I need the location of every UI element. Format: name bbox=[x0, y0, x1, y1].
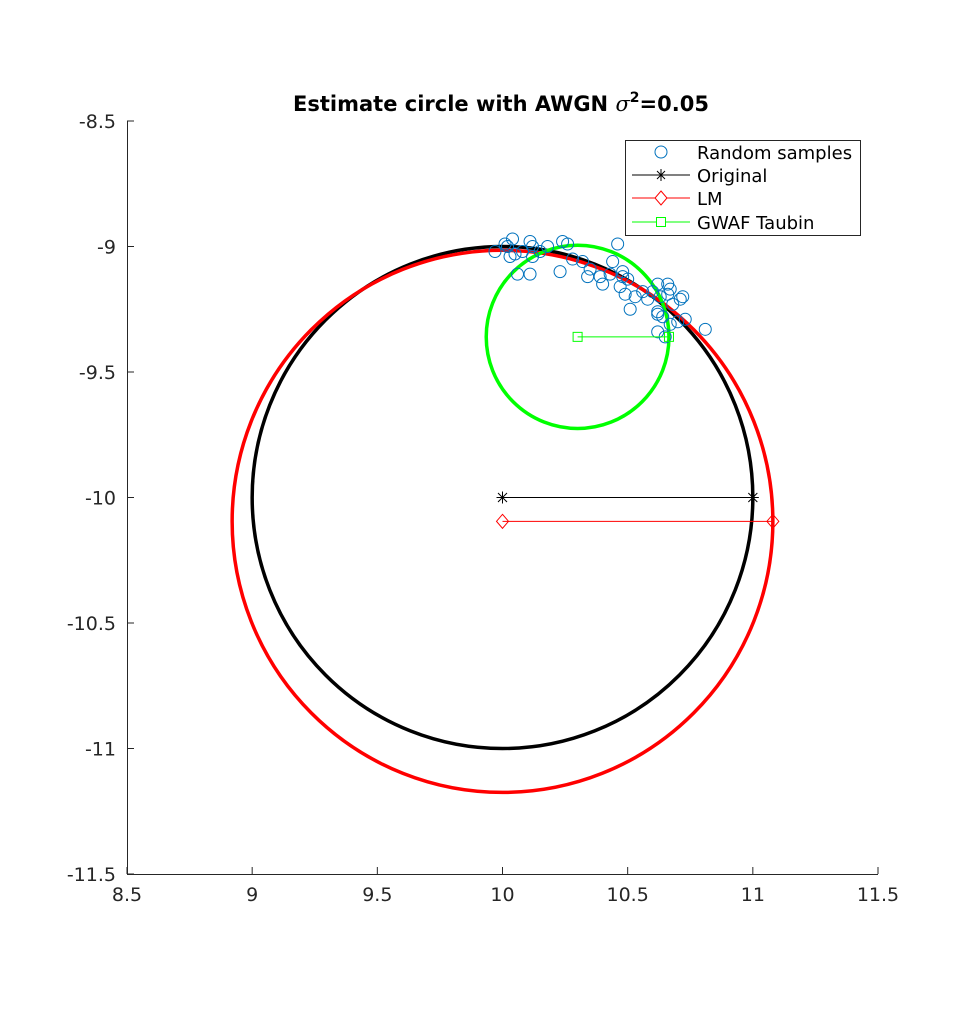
lm-edge-marker bbox=[766, 513, 780, 530]
chart-title-main: Estimate circle with AWGN bbox=[293, 92, 608, 116]
sample-point bbox=[651, 277, 665, 291]
sample-point bbox=[596, 277, 610, 291]
sample-point bbox=[651, 305, 665, 319]
sample-point bbox=[523, 267, 537, 281]
y-tick-label: -8.5 bbox=[79, 111, 116, 133]
x-tick-label: 10.5 bbox=[607, 884, 649, 906]
y-tick-label: -9 bbox=[97, 237, 116, 259]
x-tick-label: 10 bbox=[490, 884, 514, 906]
sample-point bbox=[646, 285, 660, 299]
sample-point bbox=[603, 267, 617, 281]
sample-point bbox=[576, 255, 590, 269]
sample-point bbox=[561, 237, 575, 251]
sample-point bbox=[641, 292, 655, 306]
legend-label-lm: LM bbox=[697, 189, 723, 210]
original-center-marker bbox=[496, 491, 509, 504]
sample-point bbox=[628, 290, 642, 304]
sample-point bbox=[511, 267, 525, 281]
sample-point bbox=[566, 252, 580, 266]
lm-center-marker bbox=[495, 513, 510, 530]
sample-point bbox=[621, 272, 635, 286]
gwaf-taubin-center-marker bbox=[572, 331, 583, 342]
sample-point bbox=[606, 255, 620, 269]
sample-point bbox=[553, 265, 567, 279]
sample-point bbox=[541, 240, 555, 253]
chart-title: Estimate circle with AWGN σ2=0.05 bbox=[293, 90, 709, 116]
sample-point bbox=[533, 245, 547, 259]
legend: Random samples Original LM GWAF Taubin bbox=[625, 140, 861, 236]
sample-point bbox=[611, 237, 625, 251]
legend-item-random-samples: Random samples bbox=[654, 143, 852, 164]
sample-point bbox=[498, 237, 512, 251]
chart-marks bbox=[230, 232, 780, 795]
sample-point bbox=[618, 287, 632, 301]
legend-label-gwaf-taubin: GWAF Taubin bbox=[697, 213, 814, 234]
sample-point bbox=[666, 297, 680, 311]
legend-item-original: Original bbox=[632, 166, 767, 187]
sample-point bbox=[651, 325, 665, 339]
y-tick-label: -9.5 bbox=[79, 362, 116, 384]
chart-title-suffix: =0.05 bbox=[640, 92, 709, 116]
sample-point bbox=[593, 270, 607, 284]
sample-point bbox=[526, 240, 540, 253]
axis-ticks: 8.5 9 9.5 10 10.5 11 11.5 -8.5 -9 -9.5 -10 -10.5 -11… bbox=[67, 111, 899, 906]
sample-point bbox=[526, 250, 540, 264]
sample-point bbox=[488, 245, 502, 259]
original-edge-marker bbox=[746, 491, 759, 504]
sample-point bbox=[698, 322, 712, 336]
y-tick-label: -11 bbox=[85, 739, 116, 761]
gwaf-taubin-edge-marker bbox=[663, 331, 674, 342]
legend-original-marker bbox=[655, 169, 667, 181]
sample-point bbox=[636, 285, 650, 299]
sample-point bbox=[678, 312, 692, 326]
sample-point bbox=[501, 240, 515, 253]
x-tick-label: 8.5 bbox=[112, 884, 142, 906]
sample-point bbox=[623, 302, 637, 316]
legend-label-original: Original bbox=[697, 166, 767, 187]
legend-sample-marker bbox=[654, 145, 668, 159]
sample-point bbox=[503, 250, 517, 264]
x-tick-label: 11.5 bbox=[857, 884, 899, 906]
legend-lm-marker bbox=[654, 190, 668, 206]
legend-label-random-samples: Random samples bbox=[697, 143, 852, 164]
sample-point bbox=[676, 290, 690, 304]
chart-title-symbol: σ bbox=[615, 92, 630, 116]
sample-point bbox=[581, 270, 595, 284]
y-tick-label: -11.5 bbox=[67, 864, 116, 886]
sample-point bbox=[671, 315, 685, 329]
sample-point bbox=[613, 280, 627, 294]
y-tick-label: -10.5 bbox=[67, 613, 116, 635]
legend-item-gwaf-taubin: GWAF Taubin bbox=[632, 213, 814, 234]
sample-point bbox=[583, 262, 597, 276]
sample-point bbox=[673, 292, 687, 306]
sample-point bbox=[663, 282, 677, 296]
x-tick-label: 9.5 bbox=[362, 884, 392, 906]
legend-gwaf-marker bbox=[656, 217, 666, 227]
sample-point bbox=[663, 317, 677, 331]
x-tick-label: 11 bbox=[741, 884, 765, 906]
sample-point bbox=[616, 265, 630, 279]
y-tick-label: -10 bbox=[85, 488, 116, 510]
sample-point bbox=[653, 290, 667, 304]
chart-title-superscript: 2 bbox=[630, 90, 640, 106]
sample-point bbox=[656, 310, 670, 324]
legend-item-lm: LM bbox=[632, 189, 723, 210]
x-tick-label: 9 bbox=[246, 884, 258, 906]
sample-point bbox=[506, 232, 520, 246]
